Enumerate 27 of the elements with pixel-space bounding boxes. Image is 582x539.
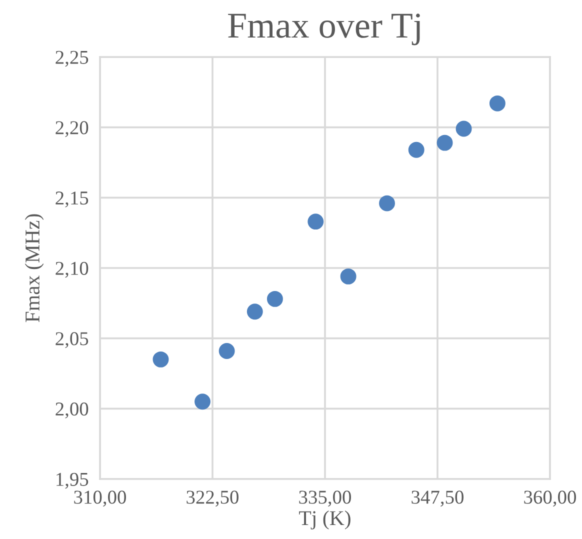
point (379, 195, 395, 212)
x-tick-label: 322,50 (186, 490, 238, 507)
y-tick-label: 2,05 (56, 332, 88, 348)
y-axis-title: Fmax (MHz) (24, 214, 44, 322)
x-tick-label: 347,50 (412, 490, 464, 507)
point (408, 142, 424, 158)
point (340, 268, 356, 284)
point (436, 134, 453, 151)
y-tick-label: 2,00 (56, 402, 88, 418)
y-tick-label: 2,10 (56, 262, 88, 278)
chart-title: Fmax over Tj (228, 14, 420, 46)
point (308, 214, 324, 230)
point (266, 290, 283, 307)
x-tick-label: 335,00 (299, 490, 351, 507)
point (456, 120, 472, 137)
point (489, 95, 506, 112)
y-tick-label: 2,25 (56, 50, 88, 67)
x-tick-label: 310,00 (74, 490, 126, 507)
y-tick-label: 2,15 (56, 192, 88, 208)
x-axis-title: Tj (K) (299, 510, 350, 530)
y-tick-label: 2,20 (56, 121, 88, 138)
point (246, 304, 263, 320)
x-tick-label: 360,00 (524, 490, 576, 507)
point (194, 394, 210, 410)
point (218, 343, 235, 359)
point (152, 351, 169, 368)
y-tick-label: 1,95 (56, 472, 88, 489)
